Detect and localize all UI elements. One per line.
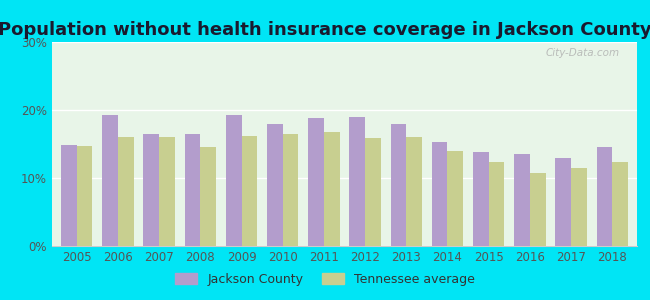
Bar	[242, 136, 257, 246]
Bar	[102, 115, 118, 246]
Bar	[530, 173, 545, 246]
Bar	[514, 154, 530, 246]
Bar	[61, 146, 77, 246]
Bar	[324, 132, 339, 246]
Bar	[473, 152, 489, 246]
Bar	[267, 124, 283, 246]
Bar	[144, 134, 159, 246]
Bar	[489, 162, 504, 246]
Bar	[406, 137, 422, 246]
Legend: Jackson County, Tennessee average: Jackson County, Tennessee average	[170, 268, 480, 291]
Bar	[447, 151, 463, 246]
Bar	[159, 136, 175, 246]
Bar	[391, 124, 406, 246]
Bar	[612, 162, 628, 246]
Bar	[118, 137, 133, 246]
Bar	[226, 116, 242, 246]
Bar	[283, 134, 298, 246]
Bar	[432, 142, 447, 246]
Text: Population without health insurance coverage in Jackson County: Population without health insurance cove…	[0, 21, 650, 39]
Bar	[308, 118, 324, 246]
Bar	[77, 146, 92, 246]
Bar	[571, 169, 587, 246]
Bar	[365, 138, 381, 246]
Bar	[200, 147, 216, 246]
Bar	[185, 134, 200, 246]
Bar	[597, 147, 612, 246]
Text: City-Data.com: City-Data.com	[545, 48, 619, 58]
Bar	[350, 117, 365, 246]
Bar	[556, 158, 571, 246]
